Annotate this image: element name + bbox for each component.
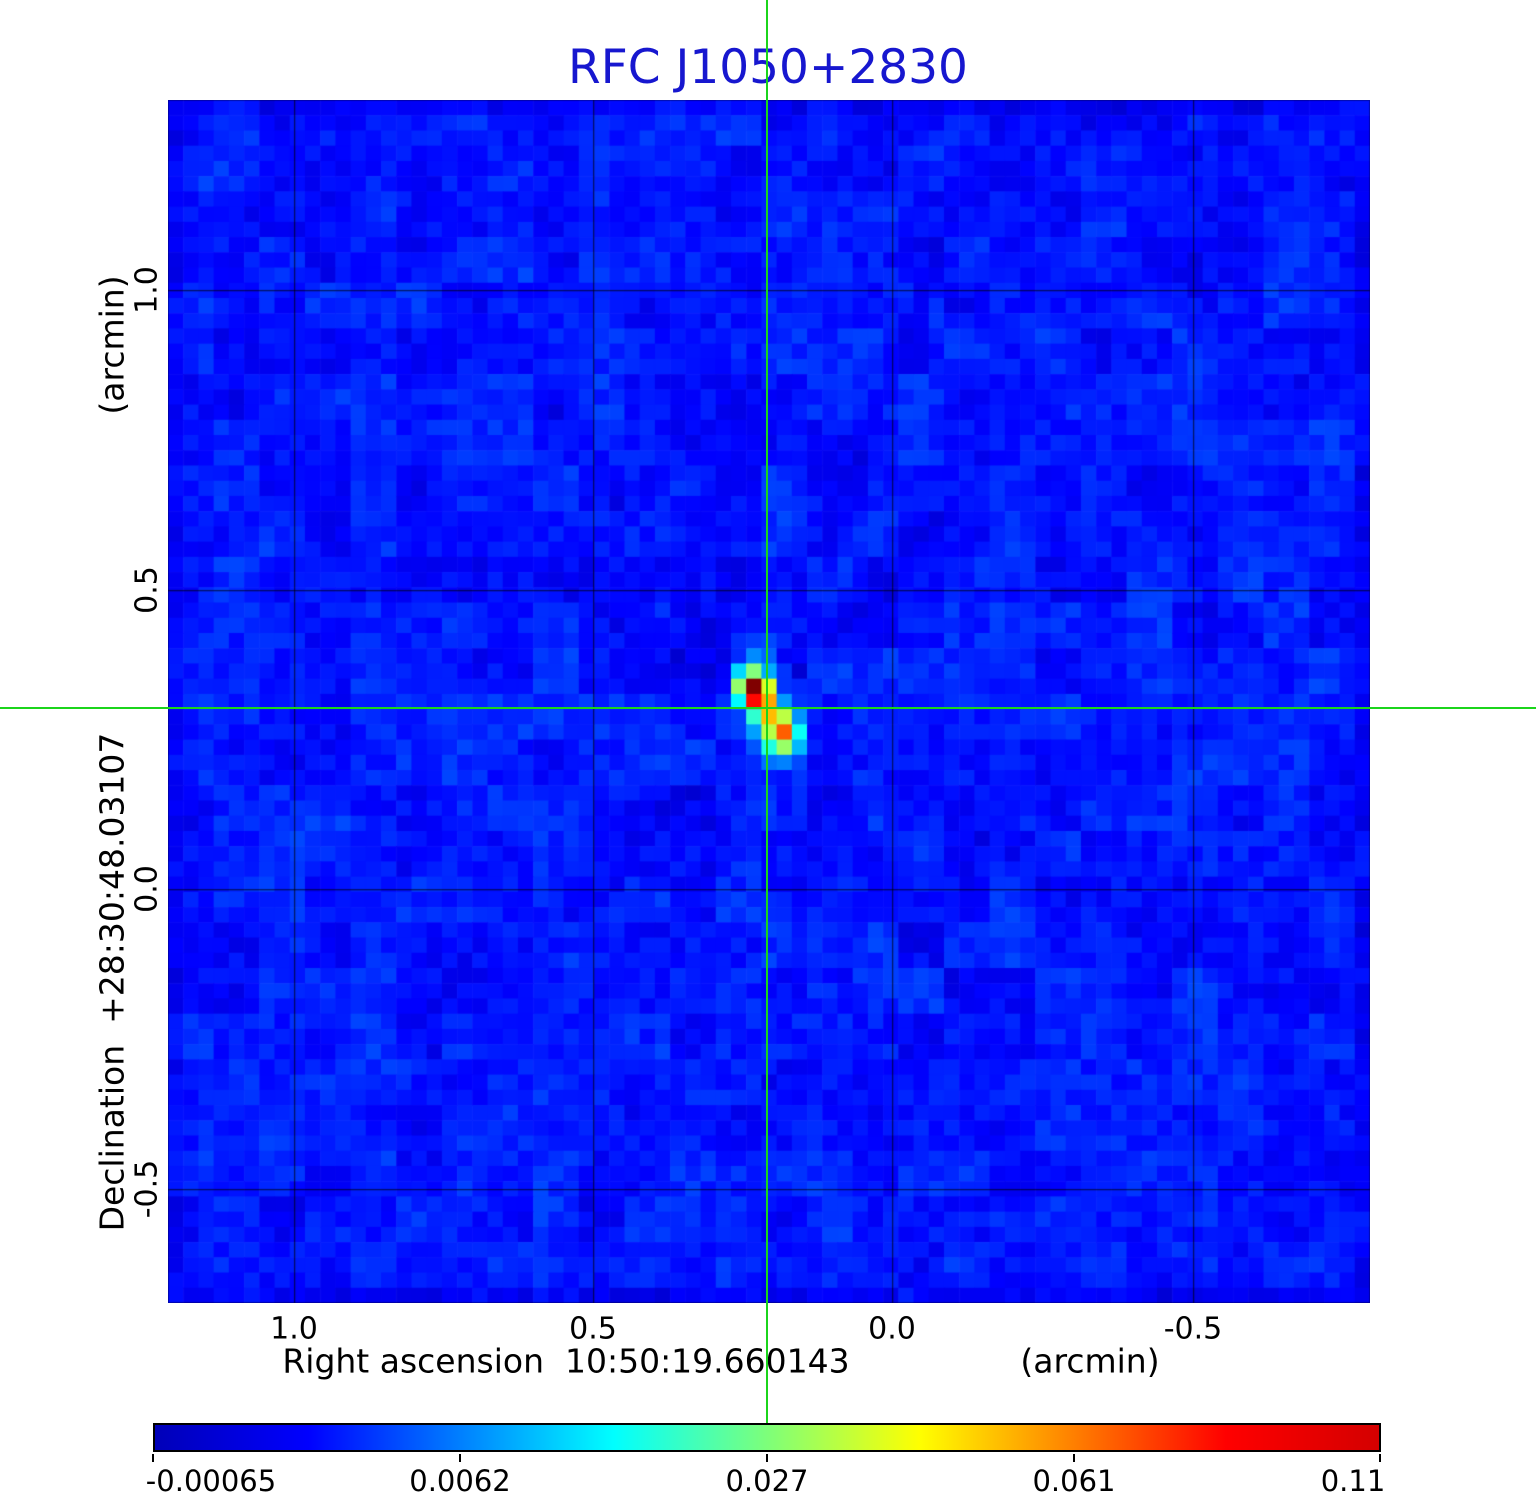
y-axis-unit-label: (arcmin) <box>92 275 132 415</box>
x-tick-label-2: 0.0 <box>868 1311 916 1347</box>
sky-map[interactable] <box>168 100 1370 1303</box>
x-axis-name-label: Right ascension 10:50:19.660143 <box>282 1341 850 1381</box>
x-tick-label-1: 0.5 <box>569 1311 617 1347</box>
colorbar-tick-3 <box>1073 1454 1075 1462</box>
colorbar-label-4: 0.11 <box>1320 1464 1386 1498</box>
colorbar-tick-1 <box>459 1454 461 1462</box>
colorbar-label-0: -0.00065 <box>145 1464 277 1498</box>
crosshair-horizontal-line <box>0 707 1536 709</box>
colorbar-label-2: 0.027 <box>725 1464 809 1498</box>
y-axis-name-label: Declination +28:30:48.03107 <box>92 732 132 1232</box>
colorbar-label-3: 0.061 <box>1032 1464 1116 1498</box>
y-tick-label-2: 0.0 <box>129 865 165 913</box>
y-tick-label-3: -0.5 <box>129 1159 165 1219</box>
plot-title: RFC J1050+2830 <box>568 40 968 95</box>
x-axis-unit-label: (arcmin) <box>1020 1341 1160 1381</box>
colorbar-tick-4 <box>1379 1454 1381 1462</box>
colorbar-gradient <box>153 1423 1381 1452</box>
colorbar-tick-2 <box>766 1454 768 1462</box>
crosshair-vertical-line <box>766 0 768 1423</box>
y-tick-label-0: 1.0 <box>129 266 165 314</box>
y-tick-label-1: 0.5 <box>129 566 165 614</box>
x-tick-label-3: -0.5 <box>1163 1311 1223 1347</box>
x-tick-label-0: 1.0 <box>270 1311 318 1347</box>
colorbar-label-1: 0.0062 <box>409 1464 511 1498</box>
colorbar-tick-0 <box>152 1454 154 1462</box>
